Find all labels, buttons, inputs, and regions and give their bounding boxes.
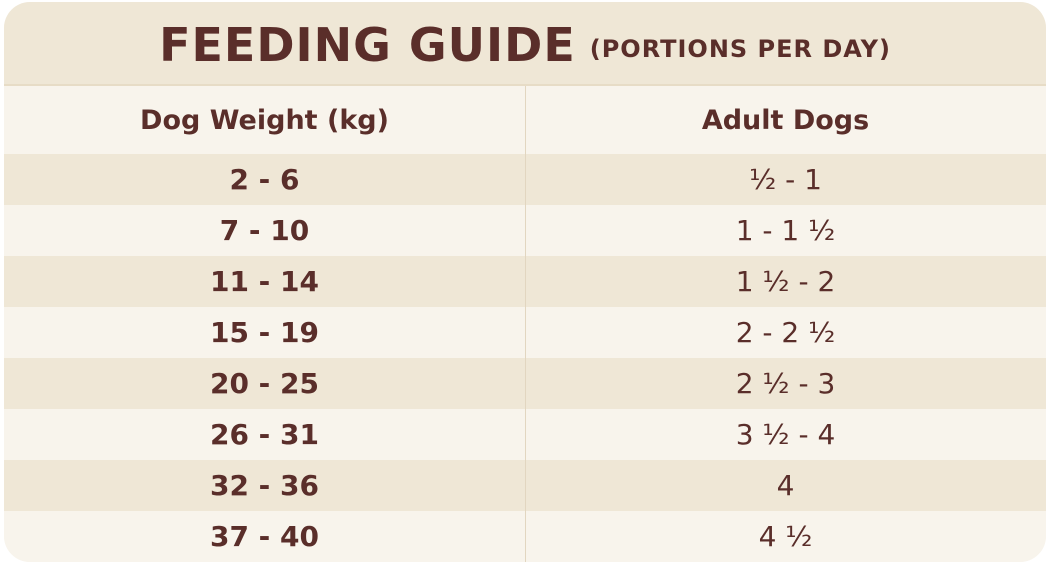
weight-cell: 2 - 6 — [229, 163, 300, 196]
portions-cell: 1 ½ - 2 — [735, 265, 836, 298]
weight-cell: 20 - 25 — [209, 367, 320, 400]
column-header-adult-dogs: Adult Dogs — [701, 104, 870, 136]
portions-cell: ½ - 1 — [749, 163, 822, 196]
feeding-table: Dog Weight (kg) Adult Dogs 2 - 6 ½ - 1 7… — [4, 86, 1046, 562]
title-divider — [4, 84, 1046, 86]
portions-cell: 3 ½ - 4 — [735, 418, 836, 451]
weight-cell: 37 - 40 — [209, 520, 320, 553]
weight-cell: 11 - 14 — [209, 265, 320, 298]
title-bar: FEEDING GUIDE (PORTIONS PER DAY) — [4, 2, 1046, 84]
weight-cell: 26 - 31 — [209, 418, 320, 451]
weight-cell: 32 - 36 — [209, 469, 320, 502]
feeding-guide-card: FEEDING GUIDE (PORTIONS PER DAY) Dog Wei… — [4, 2, 1046, 562]
weight-cell: 7 - 10 — [219, 214, 310, 247]
portions-cell: 4 ½ — [758, 520, 813, 553]
page-subtitle: (PORTIONS PER DAY) — [589, 35, 891, 63]
page-title: FEEDING GUIDE — [159, 18, 576, 72]
portions-cell: 1 - 1 ½ — [735, 214, 836, 247]
portions-cell: 2 ½ - 3 — [735, 367, 836, 400]
weight-cell: 15 - 19 — [209, 316, 320, 349]
portions-cell: 2 - 2 ½ — [735, 316, 836, 349]
column-divider — [525, 86, 526, 562]
portions-cell: 4 — [776, 469, 795, 502]
column-header-dog-weight: Dog Weight (kg) — [140, 104, 389, 136]
